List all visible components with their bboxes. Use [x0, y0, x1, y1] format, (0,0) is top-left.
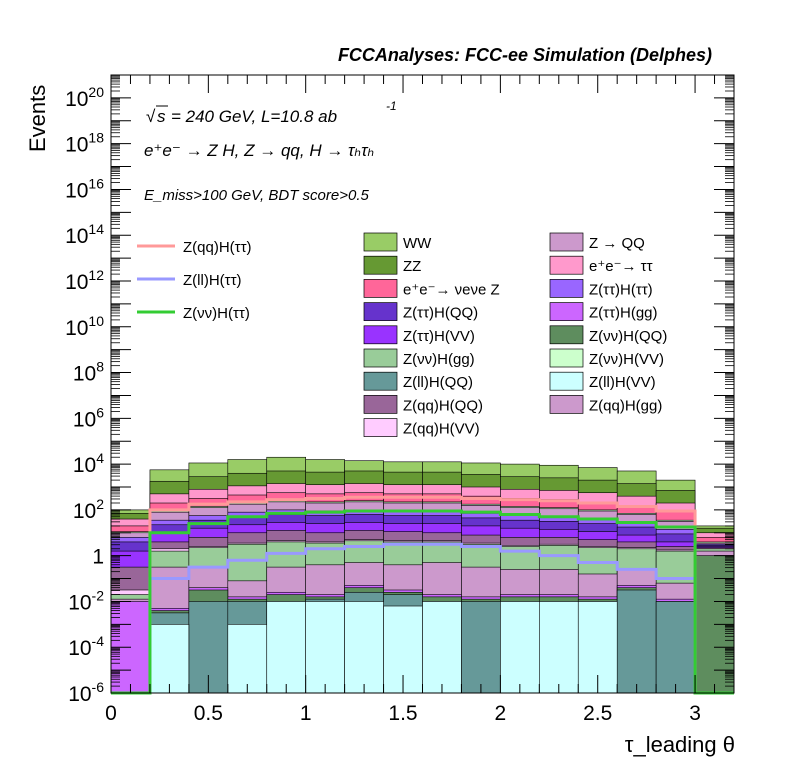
- stack-bar-1-6: [305, 601, 345, 694]
- legend-label-col2: Z(ll)H(VV): [589, 374, 656, 391]
- legend-label-col2: Z(ττ)H(gg): [589, 305, 658, 322]
- x-tick-label: 2.5: [583, 702, 612, 725]
- x-tick-label: 3: [689, 702, 701, 725]
- x-tick-label: 1: [300, 702, 312, 725]
- legend-swatch-col2: [549, 279, 584, 298]
- legend-label-col2: e⁺e⁻→ ττ: [589, 258, 653, 275]
- legend-label-col2: Z(νν)H(VV): [589, 351, 664, 368]
- stack-bar-1-7: [344, 601, 384, 694]
- legend-label-col1: Z(ll)H(QQ): [403, 374, 473, 391]
- legend-label-col1: Z(ττ)H(VV): [403, 328, 475, 345]
- stack-bar-1-9: [422, 601, 462, 694]
- legend-line-label: Z(ll)H(ττ): [183, 272, 242, 289]
- legend-swatch-col2: [549, 395, 584, 414]
- signal-line-2: [111, 542, 734, 695]
- legend-swatch-col1: [363, 371, 398, 391]
- legend-swatch-col1: [363, 232, 398, 252]
- y-tick-label: 1: [92, 546, 104, 569]
- x-tick-label: 2: [495, 702, 507, 725]
- stack-bar-1-12: [539, 601, 579, 694]
- y-axis-label: Events: [25, 85, 50, 152]
- x-axis-label: τ_leading θ: [625, 732, 735, 757]
- energy-lumi-label: = 240 GeV, L=10.8 ab: [171, 107, 337, 126]
- legend-swatch-col2: [549, 325, 584, 345]
- legend: Z(qq)H(ττ) Z(ll)H(ττ) Z(νν)H(ττ) WW ZZ e⁺e⁻→ …: [137, 232, 667, 438]
- signal-line-1: [111, 495, 734, 695]
- legend-label-col2: Z(ττ)H(ττ): [589, 281, 653, 298]
- stack-bar-1-2: [149, 624, 190, 694]
- legend-label-col1: ZZ: [403, 258, 421, 275]
- chart-title: FCCAnalyses: FCC-ee Simulation (Delphes): [338, 45, 712, 65]
- x-tick-label: 0.5: [194, 702, 223, 725]
- legend-swatch-col1: [363, 279, 398, 298]
- stack-bar-1-11: [500, 601, 540, 694]
- legend-swatch-col2: [549, 302, 584, 321]
- legend-label-col2: Z → QQ: [589, 235, 645, 252]
- sqrt-s-label: s: [157, 107, 166, 126]
- legend-swatch-col2: [549, 348, 584, 368]
- energy-annotation: √ s = 240 GeV, L=10.8 ab -1: [146, 99, 397, 126]
- stack-bar-2-15: [655, 601, 696, 694]
- stacked-bars: [110, 456, 735, 694]
- legend-label-col1: Z(qq)H(VV): [403, 421, 480, 438]
- legend-swatch-col1: [363, 255, 398, 275]
- legend-swatch-col2: [549, 371, 584, 391]
- legend-swatch-col1: [363, 395, 398, 414]
- stack-bar-2-14: [616, 589, 657, 694]
- y-tick-label: 10-2: [68, 587, 104, 614]
- y-tick-label: 104: [73, 450, 104, 477]
- legend-label-col2: Z(qq)H(gg): [589, 397, 662, 414]
- legend-label-col1: Z(ττ)H(QQ): [403, 305, 478, 322]
- legend-swatch-col2: [549, 255, 584, 275]
- svg-text:√: √: [146, 107, 156, 126]
- legend-swatch-col2: [549, 232, 584, 252]
- x-axis-ticks: 0 0.5 1 1.5 2 2.5 3: [105, 75, 735, 725]
- process-annotation: e⁺e⁻ → Z H, Z → qq, H → τₕτₕ: [144, 141, 374, 160]
- stack-bar-1-5: [266, 601, 306, 694]
- cuts-annotation: E_miss>100 GeV, BDT score>0.5: [144, 187, 369, 204]
- legend-line-label: Z(νν)H(ττ): [183, 305, 250, 322]
- signal-lines: [111, 495, 734, 695]
- legend-label-col1: WW: [403, 235, 432, 252]
- stack-bar-2-10: [461, 601, 501, 694]
- legend-line-label: Z(qq)H(ττ): [183, 239, 252, 256]
- signal-line-3: [111, 509, 734, 695]
- legend-label-col2: Z(νν)H(QQ): [589, 328, 667, 345]
- legend-label-col1: Z(qq)H(QQ): [403, 397, 483, 414]
- y-tick-label: 1010: [65, 313, 104, 340]
- legend-swatch-col1: [363, 418, 398, 437]
- legend-label-col1: e⁺e⁻→ νeνe Z: [403, 281, 500, 298]
- legend-swatch-col1: [363, 348, 398, 368]
- stack-bar-1-4: [227, 624, 268, 694]
- legend-swatch-col1: [363, 325, 398, 345]
- lumi-exponent: -1: [386, 99, 397, 113]
- y-axis-ticks: 10-610-410-21102104106108101010121014101…: [65, 74, 734, 706]
- legend-label-col1: Z(νν)H(gg): [403, 351, 475, 368]
- x-tick-label: 0: [105, 702, 117, 725]
- x-tick-label: 1.5: [388, 702, 417, 725]
- legend-swatch-col1: [363, 302, 398, 321]
